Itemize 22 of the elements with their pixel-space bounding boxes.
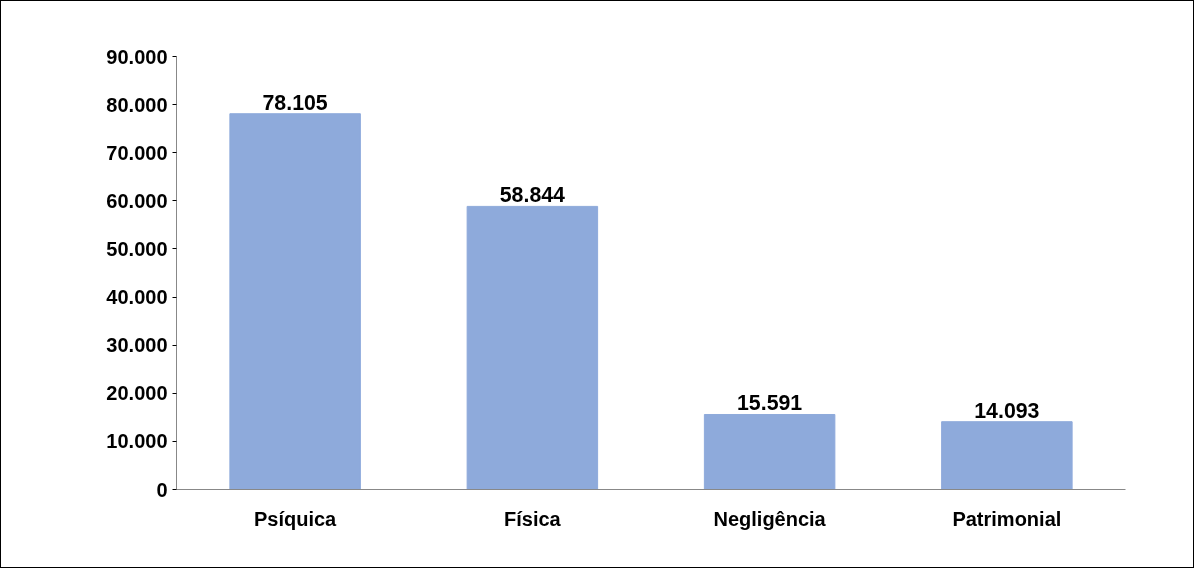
y-tick-label: 10.000 [106, 430, 168, 453]
bar [466, 205, 599, 490]
y-tick-label: 60.000 [106, 189, 168, 212]
y-tick-label: 30.000 [106, 334, 168, 357]
x-tick-label: Patrimonial [952, 507, 1062, 530]
x-tick-label: Negligência [713, 507, 827, 530]
data-label: 78.105 [262, 90, 328, 115]
y-tick-label: 80.000 [106, 93, 168, 116]
y-tick-label: 0 [156, 478, 168, 501]
y-tick-label: 90.000 [106, 45, 168, 68]
y-tick-label: 20.000 [106, 382, 168, 405]
x-tick-label: Psíquica [254, 507, 338, 530]
bar [941, 421, 1073, 490]
x-tick-label: Física [504, 507, 562, 530]
y-tick-label: 70.000 [106, 141, 168, 164]
bar [703, 413, 836, 490]
y-tick-label: 50.000 [106, 237, 168, 260]
data-label: 58.844 [499, 183, 566, 208]
data-label: 14.093 [974, 398, 1040, 423]
y-tick-label: 40.000 [106, 286, 168, 309]
data-label: 15.591 [737, 391, 803, 416]
bar [229, 113, 361, 490]
